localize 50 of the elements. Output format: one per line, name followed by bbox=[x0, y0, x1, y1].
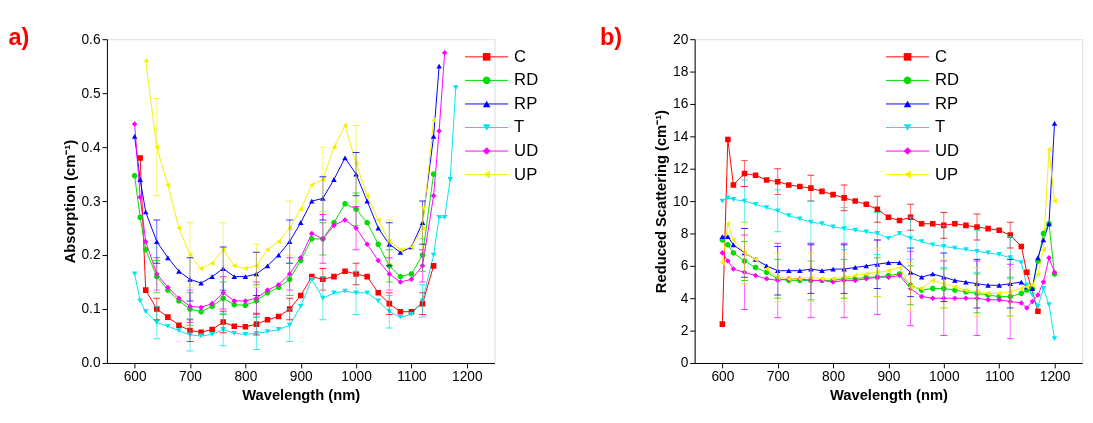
legend-label: UD bbox=[514, 140, 539, 160]
legend-label: RP bbox=[935, 93, 959, 113]
x-tick-label: 1200 bbox=[1039, 369, 1071, 385]
y-tick-label: 8 bbox=[680, 225, 689, 241]
x-tick-label: 1100 bbox=[397, 369, 428, 385]
x-tick-label: 1000 bbox=[929, 369, 960, 385]
x-tick-label: 900 bbox=[877, 369, 901, 385]
y-tick-label: 2 bbox=[680, 323, 689, 339]
y-tick-label: 0.0 bbox=[81, 355, 101, 371]
y-axis-title: Absorption (cm⁻¹) bbox=[61, 139, 78, 264]
chart-title: b) bbox=[599, 24, 623, 51]
chart-title: a) bbox=[8, 24, 30, 51]
x-tick-label: 800 bbox=[822, 369, 846, 385]
y-tick-label: 0.4 bbox=[81, 139, 101, 155]
x-tick-label: 700 bbox=[766, 369, 791, 385]
legend-label: C bbox=[935, 46, 948, 66]
y-tick-label: 0 bbox=[680, 355, 689, 371]
legend-label: UP bbox=[935, 164, 959, 184]
y-tick-label: 0.3 bbox=[81, 193, 101, 209]
legend-label: UD bbox=[935, 140, 960, 160]
legend-label: T bbox=[514, 117, 525, 137]
y-tick-label: 14 bbox=[673, 128, 689, 144]
legend-label: RD bbox=[514, 70, 539, 90]
x-tick-label: 1100 bbox=[984, 369, 1015, 385]
x-tick-label: 600 bbox=[711, 369, 735, 385]
x-axis-title: Wavelength (nm) bbox=[242, 386, 361, 403]
y-axis-title: Reduced Scattering (cm⁻¹) bbox=[653, 109, 670, 294]
x-tick-label: 1000 bbox=[341, 369, 373, 385]
legend-label: C bbox=[514, 46, 527, 66]
y-tick-label: 6 bbox=[680, 258, 689, 274]
x-tick-label: 700 bbox=[179, 369, 203, 385]
y-tick-label: 10 bbox=[673, 193, 689, 209]
x-tick-label: 800 bbox=[234, 369, 258, 385]
y-tick-label: 16 bbox=[673, 96, 689, 112]
x-tick-label: 900 bbox=[289, 369, 314, 385]
x-tick-label: 600 bbox=[123, 369, 147, 385]
legend-label: RP bbox=[514, 93, 538, 113]
y-tick-label: 0.5 bbox=[81, 85, 101, 101]
y-tick-label: 12 bbox=[673, 161, 689, 177]
y-tick-label: 18 bbox=[673, 64, 689, 79]
x-axis-title: Wavelength (nm) bbox=[829, 386, 948, 403]
y-tick-label: 20 bbox=[673, 31, 689, 47]
y-tick-label: 0.2 bbox=[81, 247, 101, 263]
y-tick-label: 0.6 bbox=[81, 31, 101, 47]
legend-label: UP bbox=[514, 164, 538, 184]
y-tick-label: 0.1 bbox=[81, 301, 101, 317]
legend-label: T bbox=[935, 117, 946, 137]
x-tick-label: 1200 bbox=[452, 369, 483, 385]
legend-label: RD bbox=[935, 70, 960, 90]
y-tick-label: 4 bbox=[680, 290, 689, 306]
